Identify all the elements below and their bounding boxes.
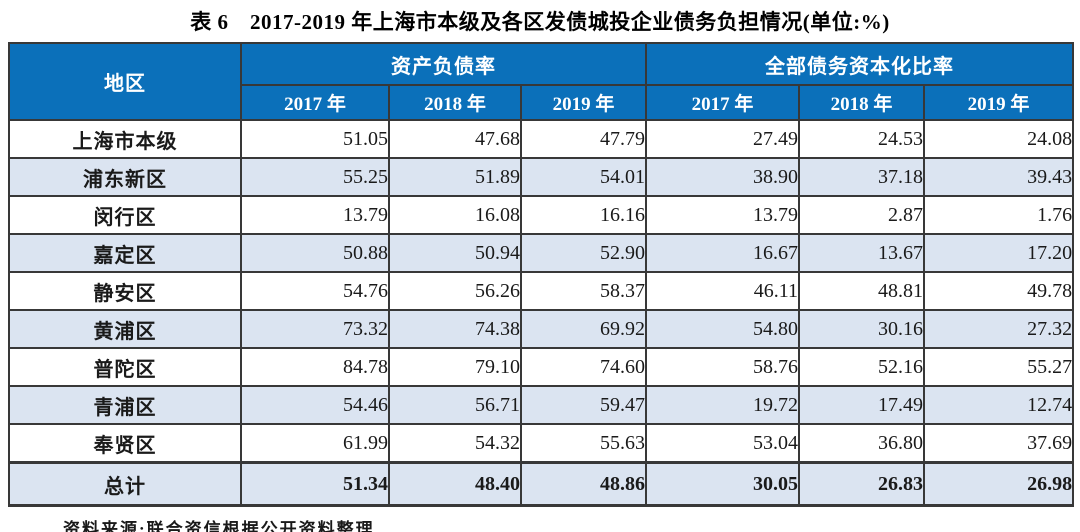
column-header-year: 2019 年	[519, 84, 648, 121]
column-header-year: 2017 年	[240, 84, 390, 121]
value-cell: 52.90	[519, 233, 648, 273]
table-row: 闵行区 13.79 16.08 16.16 13.79 2.87 1.76	[8, 195, 1075, 235]
value-cell: 30.05	[645, 461, 801, 507]
value-cell: 24.08	[923, 119, 1075, 159]
value-cell: 56.71	[388, 385, 522, 425]
region-name: 闵行区	[8, 195, 242, 235]
value-cell: 36.80	[798, 423, 926, 464]
value-cell: 13.79	[645, 195, 801, 235]
data-source-note: 资料来源:联合资信根据公开资料整理	[63, 520, 375, 532]
value-cell: 50.88	[240, 233, 390, 273]
value-cell: 16.16	[519, 195, 648, 235]
value-cell: 12.74	[923, 385, 1075, 425]
value-cell: 58.37	[519, 271, 648, 311]
value-cell: 56.26	[388, 271, 522, 311]
value-cell: 52.16	[798, 347, 926, 387]
value-cell: 26.83	[798, 461, 926, 507]
table-row: 青浦区 54.46 56.71 59.47 19.72 17.49 12.74	[8, 385, 1075, 425]
value-cell: 74.38	[388, 309, 522, 349]
value-cell: 51.34	[240, 461, 390, 507]
value-cell: 16.08	[388, 195, 522, 235]
table-row-total: 总计 51.34 48.40 48.86 30.05 26.83 26.98	[8, 461, 1075, 507]
value-cell: 54.32	[388, 423, 522, 464]
value-cell: 55.63	[519, 423, 648, 464]
value-cell: 58.76	[645, 347, 801, 387]
value-cell: 49.78	[923, 271, 1075, 311]
value-cell: 2.87	[798, 195, 926, 235]
table-row: 黄浦区 73.32 74.38 69.92 54.80 30.16 27.32	[8, 309, 1075, 349]
column-group-asset-liability-ratio: 资产负债率	[239, 42, 648, 86]
value-cell: 48.86	[519, 461, 648, 507]
value-cell: 30.16	[798, 309, 926, 349]
region-name-total: 总计	[8, 461, 242, 507]
value-cell: 17.49	[798, 385, 926, 425]
value-cell: 48.40	[388, 461, 522, 507]
column-header-region: 地区	[8, 42, 242, 121]
value-cell: 51.89	[388, 157, 522, 197]
value-cell: 17.20	[923, 233, 1075, 273]
table-body: 上海市本级 51.05 47.68 47.79 27.49 24.53 24.0…	[8, 119, 1075, 507]
value-cell: 47.79	[519, 119, 648, 159]
region-name: 浦东新区	[8, 157, 242, 197]
column-group-total-debt-capitalization-ratio: 全部债务资本化比率	[645, 42, 1075, 86]
column-header-year: 2018 年	[388, 84, 522, 121]
table-row: 上海市本级 51.05 47.68 47.79 27.49 24.53 24.0…	[8, 119, 1075, 159]
value-cell: 74.60	[519, 347, 648, 387]
value-cell: 37.18	[798, 157, 926, 197]
table-row: 奉贤区 61.99 54.32 55.63 53.04 36.80 37.69	[8, 423, 1075, 464]
region-name: 青浦区	[8, 385, 242, 425]
value-cell: 55.27	[923, 347, 1075, 387]
value-cell: 54.46	[240, 385, 390, 425]
region-name: 静安区	[8, 271, 242, 311]
value-cell: 54.80	[645, 309, 801, 349]
region-name: 上海市本级	[8, 119, 242, 159]
value-cell: 27.49	[645, 119, 801, 159]
region-name: 嘉定区	[8, 233, 242, 273]
value-cell: 24.53	[798, 119, 926, 159]
value-cell: 51.05	[240, 119, 390, 159]
table-header: 地区 资产负债率 全部债务资本化比率 2017 年 2018 年 2019 年 …	[8, 42, 1075, 121]
value-cell: 54.76	[240, 271, 390, 311]
value-cell: 48.81	[798, 271, 926, 311]
value-cell: 46.11	[645, 271, 801, 311]
value-cell: 38.90	[645, 157, 801, 197]
value-cell: 37.69	[923, 423, 1075, 464]
region-name: 奉贤区	[8, 423, 242, 464]
column-header-year: 2018 年	[798, 84, 926, 121]
value-cell: 13.79	[240, 195, 390, 235]
value-cell: 84.78	[240, 347, 390, 387]
value-cell: 50.94	[388, 233, 522, 273]
value-cell: 27.32	[923, 309, 1075, 349]
value-cell: 54.01	[519, 157, 648, 197]
debt-burden-table: 地区 资产负债率 全部债务资本化比率 2017 年 2018 年 2019 年 …	[8, 42, 1075, 507]
value-cell: 47.68	[388, 119, 522, 159]
value-cell: 69.92	[519, 309, 648, 349]
value-cell: 79.10	[388, 347, 522, 387]
table-row: 浦东新区 55.25 51.89 54.01 38.90 37.18 39.43	[8, 157, 1075, 197]
region-name: 黄浦区	[8, 309, 242, 349]
table-row: 静安区 54.76 56.26 58.37 46.11 48.81 49.78	[8, 271, 1075, 311]
value-cell: 53.04	[645, 423, 801, 464]
table-title: 表 6 2017-2019 年上海市本级及各区发债城投企业债务负担情况(单位:%…	[190, 10, 890, 34]
value-cell: 61.99	[240, 423, 390, 464]
value-cell: 1.76	[923, 195, 1075, 235]
region-name: 普陀区	[8, 347, 242, 387]
value-cell: 19.72	[645, 385, 801, 425]
value-cell: 26.98	[923, 461, 1075, 507]
table-row: 普陀区 84.78 79.10 74.60 58.76 52.16 55.27	[8, 347, 1075, 387]
column-header-year: 2019 年	[923, 84, 1075, 121]
value-cell: 59.47	[519, 385, 648, 425]
value-cell: 73.32	[240, 309, 390, 349]
value-cell: 16.67	[645, 233, 801, 273]
column-header-year: 2017 年	[645, 84, 801, 121]
value-cell: 39.43	[923, 157, 1075, 197]
table-row: 嘉定区 50.88 50.94 52.90 16.67 13.67 17.20	[8, 233, 1075, 273]
value-cell: 13.67	[798, 233, 926, 273]
value-cell: 55.25	[240, 157, 390, 197]
